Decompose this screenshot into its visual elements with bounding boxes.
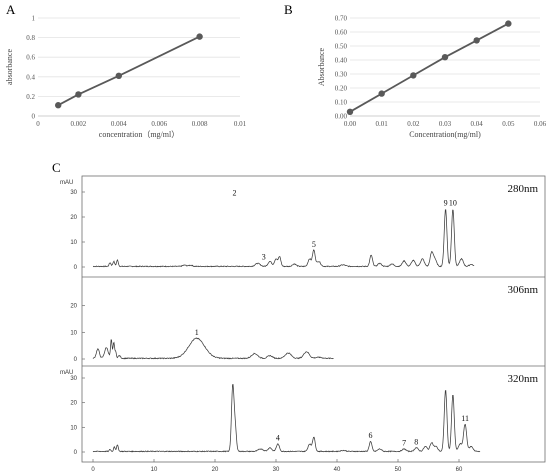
x-tick-label: 60 (456, 467, 463, 473)
x-tick-label: 20 (212, 467, 219, 473)
y-tick-label: 0.6 (26, 54, 35, 62)
y-tick-label: 0.20 (335, 85, 348, 93)
y-tick-label: 20 (70, 401, 77, 407)
y-tick-label: 10 (70, 240, 77, 246)
panel-b-label: B (284, 2, 293, 17)
y-tick-label: 0.10 (335, 99, 348, 107)
y-tick-label: 0.40 (335, 57, 348, 65)
y-tick-label: 10 (70, 330, 77, 336)
x-tick-label: 0.06 (534, 120, 547, 128)
y-tick-label: 0.30 (335, 71, 348, 79)
x-axis-title: concentration（mg/ml） (99, 130, 179, 139)
y-tick-label: 20 (70, 215, 77, 221)
chromatogram-trace (92, 384, 481, 453)
x-tick-label: 0 (36, 120, 40, 128)
peak-label: 11 (461, 414, 469, 423)
x-tick-label: 0.006 (151, 120, 167, 128)
data-point (441, 54, 449, 61)
y-tick-label: 0.4 (26, 73, 35, 81)
y-tick-label: 0.60 (335, 29, 348, 37)
panel-c-label: C (52, 160, 61, 175)
wavelength-label: 320nm (507, 373, 538, 385)
x-tick-label: 10 (151, 467, 158, 473)
x-axis-title: Concentration(mg/ml) (409, 130, 481, 139)
y-axis-title: absorbance (5, 49, 14, 85)
x-tick-label: 0.00 (344, 120, 357, 128)
data-point (346, 108, 354, 116)
y-tick-label: 30 (70, 190, 77, 196)
y-tick-label: 0 (74, 450, 78, 456)
y-tick-label: 0 (74, 357, 78, 363)
y-tick-label: 0.8 (26, 34, 35, 42)
data-point (115, 72, 123, 80)
x-tick-label: 30 (273, 467, 280, 473)
data-point (378, 90, 385, 97)
peak-label: 1 (195, 328, 199, 337)
x-tick-label: 0.03 (439, 120, 452, 128)
peak-label: 8 (414, 437, 418, 446)
x-tick-label: 0.004 (111, 120, 127, 128)
y-tick-label: 0.70 (335, 15, 348, 23)
y-unit-label: mAU (60, 370, 73, 376)
peak-label: 7 (402, 439, 406, 448)
x-tick-label: 0 (91, 467, 95, 473)
x-tick-label: 0.002 (71, 120, 87, 128)
x-tick-label: 0.05 (502, 120, 515, 128)
x-tick-label: 0.01 (234, 120, 247, 128)
y-tick-label: 0 (74, 265, 78, 271)
chart-a: 0 0.2 0.4 0.6 0.8 1 0 0.002 0.004 0.006 0.008 0.01 c… (5, 15, 247, 140)
x-tick-label: 40 (334, 467, 341, 473)
peak-label: 9 (444, 199, 448, 208)
series-line (349, 22, 509, 113)
y-tick-label: 0.50 (335, 43, 348, 51)
y-unit-label: mAU (60, 180, 73, 186)
data-point (55, 102, 62, 109)
data-point (473, 37, 480, 44)
x-tick-label: 50 (395, 467, 402, 473)
chromatogram-trace (92, 209, 475, 268)
y-tick-label: 0.2 (26, 93, 35, 101)
data-point (196, 33, 203, 40)
peak-label: 3 (262, 252, 266, 261)
y-axis-title: Absorbance (317, 47, 326, 86)
data-point (410, 72, 417, 79)
peak-label: 2 (233, 189, 237, 198)
chart-b: 0.00 0.10 0.20 0.30 0.40 0.50 0.60 0.70 0.00 0.01… (317, 15, 547, 140)
series-line (57, 35, 200, 107)
y-tick-label: 0.00 (335, 113, 348, 121)
peak-label: 4 (276, 434, 280, 443)
y-tick-label: 0 (32, 113, 36, 121)
panel-a-label: A (6, 2, 16, 17)
y-tick-label: 30 (70, 376, 77, 382)
y-tick-label: 20 (70, 304, 77, 310)
y-tick-label: 10 (70, 425, 77, 431)
data-point (505, 20, 512, 27)
data-point (75, 91, 82, 98)
peak-label: 6 (369, 431, 373, 440)
x-tick-label: 0.04 (471, 120, 484, 128)
chromatogram-trace (92, 337, 334, 360)
x-tick-label: 0.02 (407, 120, 420, 128)
peak-label: 10 (449, 199, 457, 208)
wavelength-label: 306nm (507, 284, 538, 296)
x-tick-label: 0.01 (376, 120, 389, 128)
x-tick-label: 0.008 (192, 120, 208, 128)
wavelength-label: 280nm (507, 183, 538, 195)
y-tick-label: 1 (32, 15, 36, 23)
chromatogram-frame (81, 175, 546, 463)
peak-label: 5 (312, 240, 316, 249)
